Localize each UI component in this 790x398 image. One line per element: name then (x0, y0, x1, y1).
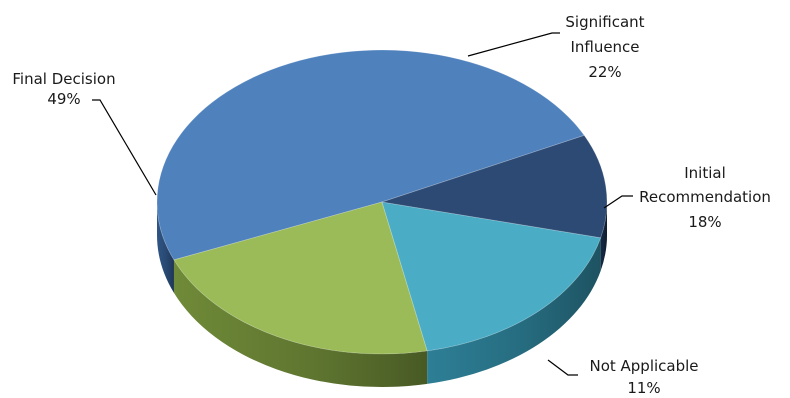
category-label: Initial (684, 164, 726, 182)
category-label: Final Decision (12, 70, 115, 88)
pie-slice-final-decision (156, 49, 585, 261)
svg-text:Not Applicable: Not Applicable (589, 357, 698, 375)
leader-lines (92, 32, 633, 376)
pie-sides (157, 202, 607, 387)
label-significant-influence: Significant Influence 22% (565, 13, 644, 81)
category-label: Significant (565, 13, 644, 31)
svg-text:Final Decision: Final Decision (12, 70, 115, 88)
value-label: 49% (47, 90, 80, 108)
leader-line-not-applicable (547, 359, 578, 376)
svg-text:49%: 49% (47, 90, 80, 108)
svg-text:18%: 18% (688, 213, 721, 231)
svg-text:Initial: Initial (684, 164, 726, 182)
leader-line-final-decision (92, 99, 157, 196)
category-label: Not Applicable (589, 357, 698, 375)
pie-side-shade (600, 202, 607, 271)
category-label: Recommendation (639, 188, 771, 206)
value-label: 11% (627, 379, 660, 397)
leader-line-significant-influence (467, 32, 560, 57)
value-label: 22% (588, 63, 621, 81)
pie-slice-initial-recommendation (381, 201, 602, 352)
svg-text:Significant: Significant (565, 13, 644, 31)
pie-slice-significant-influence (173, 201, 428, 355)
label-initial-recommendation: Initial Recommendation 18% (639, 164, 771, 231)
label-final-decision: Final Decision 49% (12, 70, 115, 108)
pie-side-shade (427, 237, 601, 384)
svg-text:Influence: Influence (570, 38, 639, 56)
svg-text:22%: 22% (588, 63, 621, 81)
pie-slice-not-applicable (381, 134, 608, 239)
svg-text:11%: 11% (627, 379, 660, 397)
leader-line-initial-recommendation (603, 195, 633, 209)
value-label: 18% (688, 213, 721, 231)
label-not-applicable: Not Applicable 11% (589, 357, 698, 397)
pie-slices (156, 49, 608, 355)
pie-side-shade (157, 202, 174, 293)
category-label: Influence (570, 38, 639, 56)
pie-side-shade (173, 259, 428, 387)
svg-text:Recommendation: Recommendation (639, 188, 771, 206)
